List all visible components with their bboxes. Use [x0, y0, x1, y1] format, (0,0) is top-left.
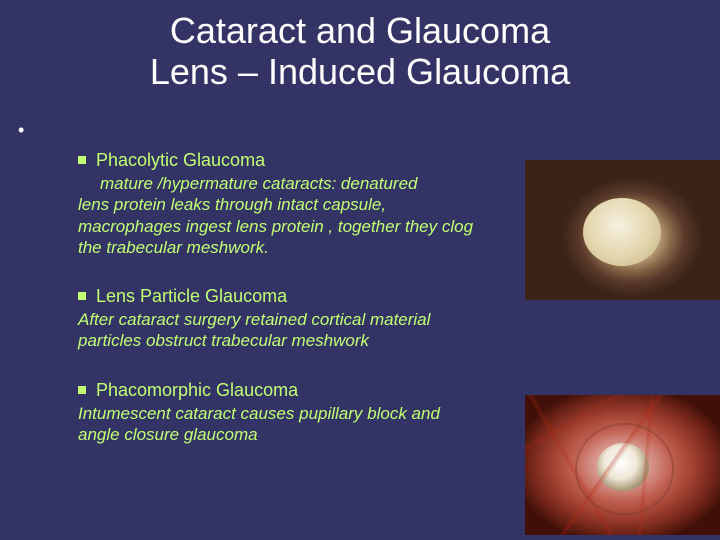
slide: Cataract and Glaucoma Lens – Induced Gla…	[0, 0, 720, 540]
body-rest: lens protein leaks through intact capsul…	[78, 194, 478, 258]
outline-bullet: •	[18, 120, 24, 141]
section-heading: Phacolytic Glaucoma	[78, 150, 478, 171]
square-bullet-icon	[78, 292, 86, 300]
heading-text: Phacomorphic Glaucoma	[96, 380, 298, 401]
square-bullet-icon	[78, 386, 86, 394]
section-phacolytic: Phacolytic Glaucoma mature /hypermature …	[78, 150, 478, 258]
vessels-overlay	[525, 395, 720, 535]
square-bullet-icon	[78, 156, 86, 164]
section-heading: Lens Particle Glaucoma	[78, 286, 478, 307]
section-body: mature /hypermature cataracts: denatured…	[78, 173, 478, 258]
slide-title: Cataract and Glaucoma Lens – Induced Gla…	[40, 10, 680, 93]
title-line-1: Cataract and Glaucoma	[40, 10, 680, 51]
heading-text: Lens Particle Glaucoma	[96, 286, 287, 307]
phacolytic-eye-image	[525, 160, 720, 300]
heading-text: Phacolytic Glaucoma	[96, 150, 265, 171]
body-first-line: mature /hypermature cataracts: denatured	[100, 173, 478, 194]
section-lens-particle: Lens Particle Glaucoma After cataract su…	[78, 286, 478, 352]
phacomorphic-eye-image	[525, 395, 720, 535]
content-area: Phacolytic Glaucoma mature /hypermature …	[78, 150, 478, 473]
image-column	[525, 160, 720, 535]
section-body: After cataract surgery retained cortical…	[78, 309, 478, 352]
section-heading: Phacomorphic Glaucoma	[78, 380, 478, 401]
title-line-2: Lens – Induced Glaucoma	[40, 51, 680, 92]
section-body: Intumescent cataract causes pupillary bl…	[78, 403, 478, 446]
section-phacomorphic: Phacomorphic Glaucoma Intumescent catara…	[78, 380, 478, 446]
